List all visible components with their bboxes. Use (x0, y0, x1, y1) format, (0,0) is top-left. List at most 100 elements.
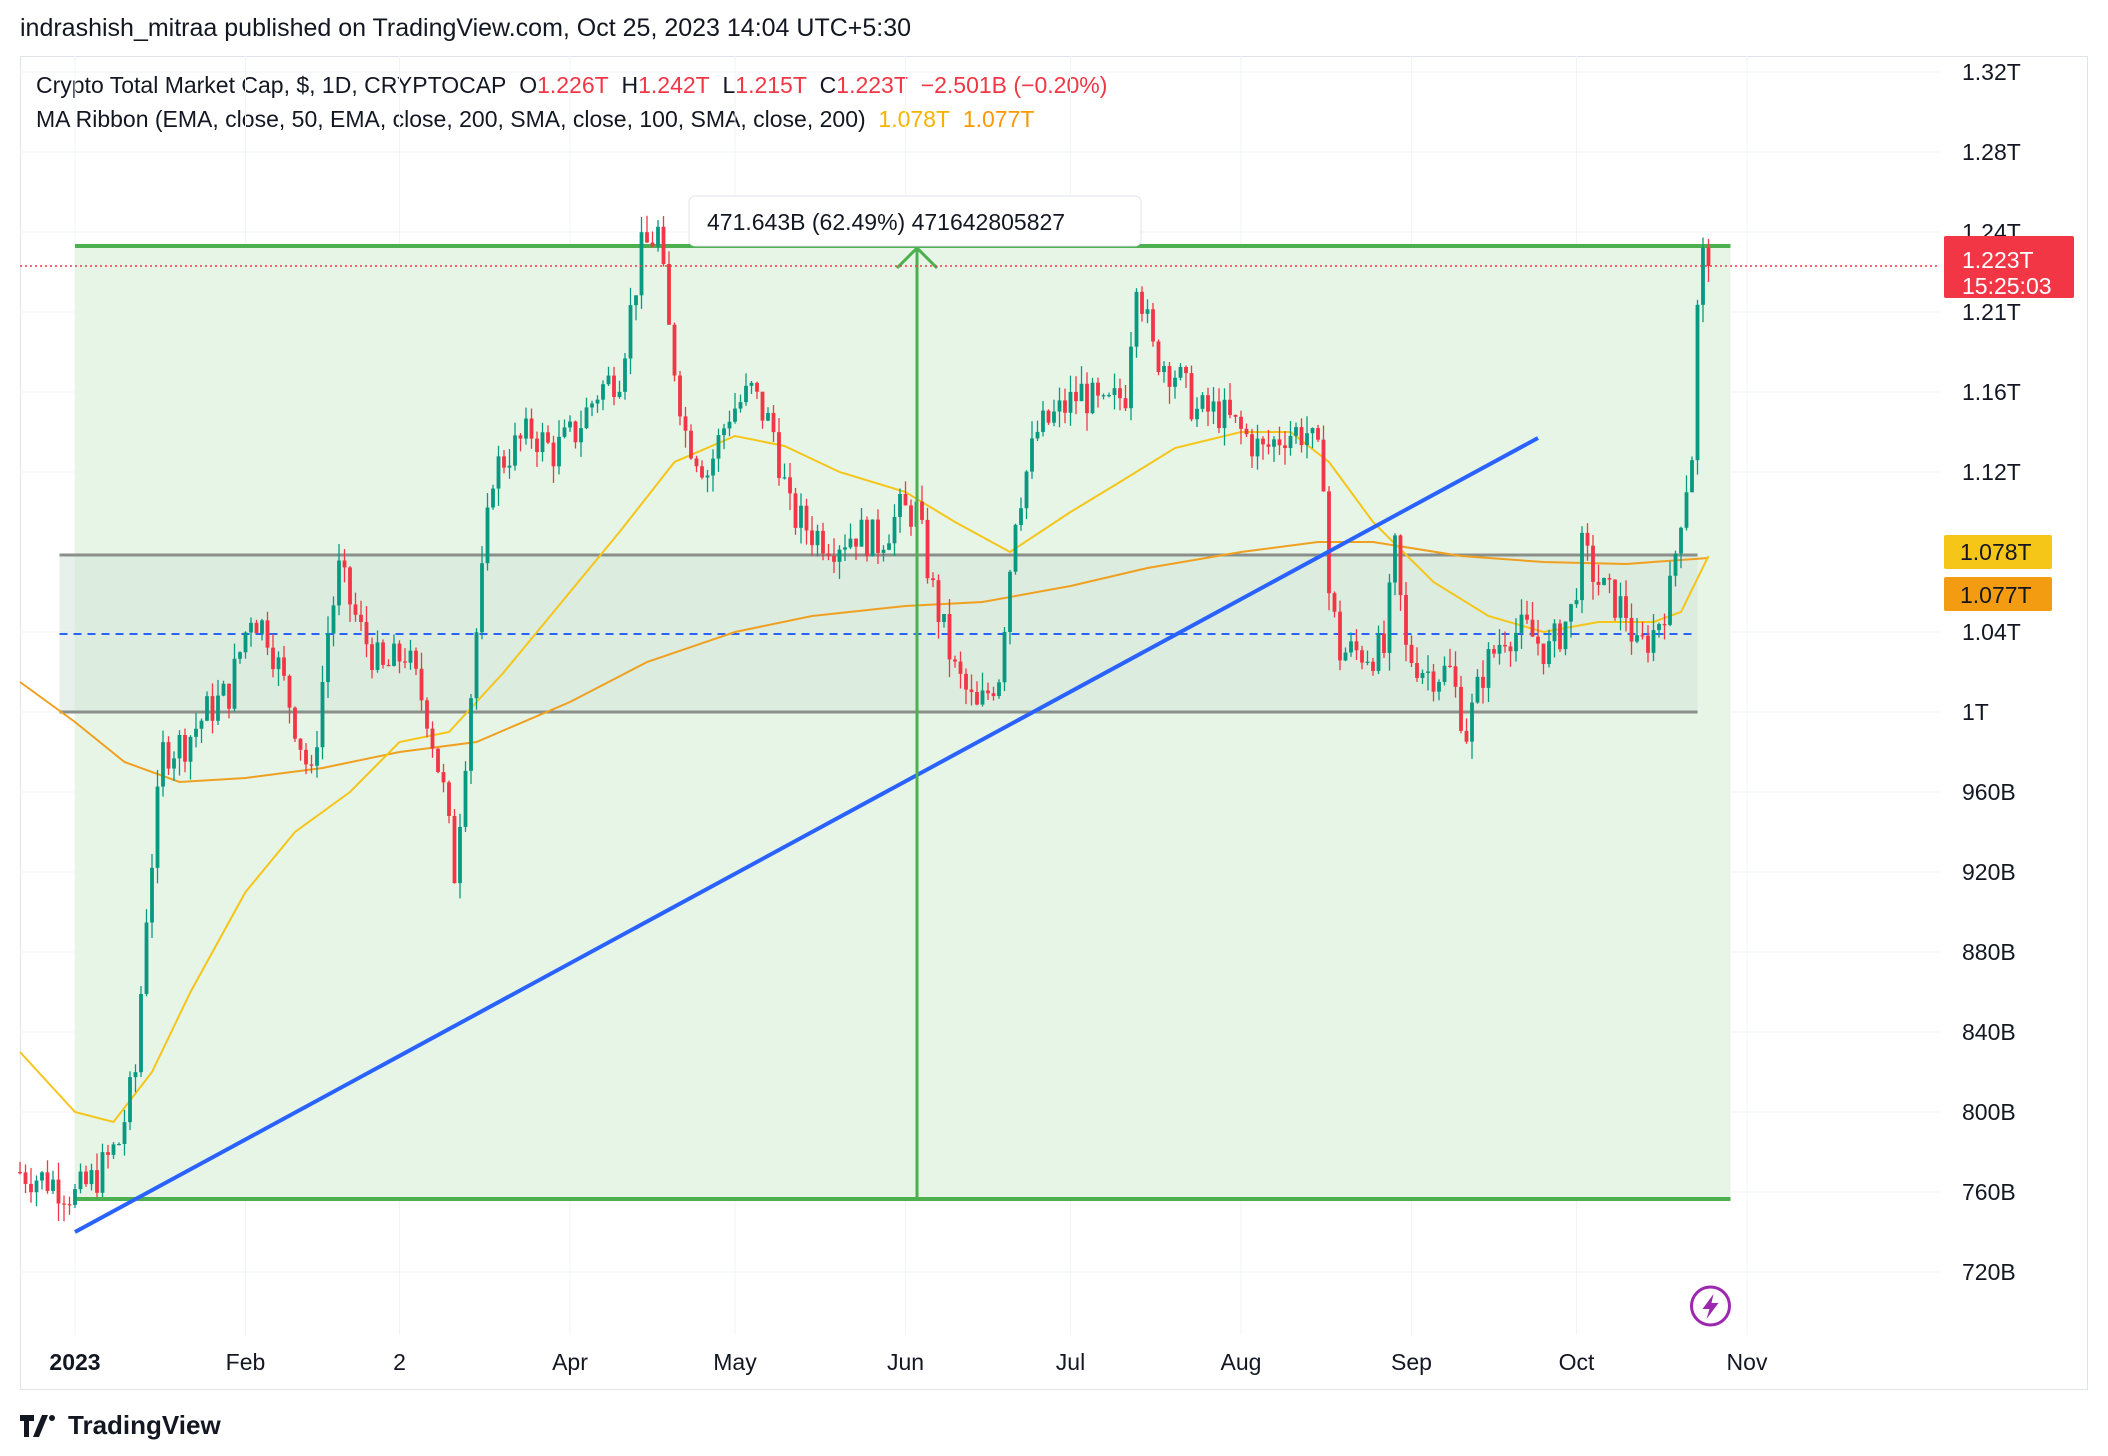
candle-down (909, 499, 913, 536)
price-axis-label: 1.21T (1962, 299, 2021, 325)
candle-up (375, 630, 380, 673)
candle-body (507, 465, 512, 468)
candle-down (903, 481, 908, 506)
price-axis-label: 920B (1962, 859, 2016, 885)
symbol-name[interactable]: Crypto Total Market Cap, $, 1D, CRYPTOCA… (36, 72, 507, 98)
indicator-legend[interactable]: MA Ribbon (EMA, close, 50, EMA, close, 2… (36, 106, 1034, 133)
candle-body (1321, 439, 1326, 492)
candle-body (298, 738, 303, 750)
candle-body (1228, 399, 1232, 415)
candle-body (1085, 383, 1089, 414)
candle-body (62, 1203, 66, 1205)
candle-body (1569, 604, 1573, 622)
candle-down (1492, 644, 1496, 658)
candle-down (518, 433, 523, 452)
candle-down (650, 231, 655, 248)
candle-body (271, 647, 275, 670)
candle-body (1591, 545, 1595, 582)
candle-body (73, 1189, 77, 1205)
candle-body (898, 494, 902, 517)
candle-body (315, 747, 319, 766)
price-axis[interactable]: 1.32T1.28T1.24T1.21T1.16T1.12T1.04T1T960… (1962, 59, 2021, 1285)
candle-body (381, 642, 385, 665)
time-axis[interactable]: 2023 Feb 2 Apr May Jun Jul Aug Sep Oct Nov (49, 1349, 1768, 1375)
candle-up (507, 449, 512, 479)
candle-down (777, 417, 781, 486)
candle-down (359, 600, 363, 632)
candle-up (980, 672, 985, 707)
footer-brand[interactable]: TradingView (20, 1410, 221, 1441)
candle-body (986, 690, 990, 694)
candle-up (1294, 422, 1298, 444)
candle-down (1629, 603, 1634, 655)
candle-up (568, 415, 572, 432)
candle-up (1437, 679, 1441, 701)
candle-body (45, 1172, 50, 1191)
measure-tooltip-text: 471.643B (62.49%) 471642805827 (707, 209, 1065, 235)
candle-body (700, 466, 704, 478)
candle-up (1030, 421, 1034, 479)
candle-body (172, 758, 176, 769)
candle-up (1288, 421, 1293, 456)
indicator-title[interactable]: MA Ribbon (EMA, close, 50, EMA, close, 2… (36, 106, 866, 132)
candle-body (1162, 366, 1166, 373)
candle-body (1580, 532, 1584, 601)
publisher-line: indrashish_mitraa published on TradingVi… (20, 14, 912, 42)
flash-icon[interactable] (1690, 1285, 1731, 1327)
candle-body (1525, 614, 1529, 620)
candle-body (1706, 247, 1711, 266)
range-box[interactable] (75, 244, 1731, 1201)
candle-body (540, 432, 545, 453)
candle-body (749, 382, 754, 386)
candle-up (331, 596, 336, 647)
measure-tool[interactable]: 471.643B (62.49%) 471642805827 (688, 195, 1142, 1199)
candle-up (100, 1143, 105, 1198)
candle-body (1310, 428, 1315, 434)
candle-body (480, 563, 484, 633)
candle-up (1305, 416, 1309, 459)
candle-body (397, 643, 402, 662)
candle-up (205, 691, 209, 722)
candle-body (562, 427, 567, 437)
candle-body (513, 435, 517, 466)
candle-up (172, 751, 176, 781)
candle-body (958, 661, 963, 674)
candle-down (403, 648, 407, 669)
candle-body (843, 547, 847, 550)
candle-up (606, 366, 611, 386)
candle-body (1393, 535, 1397, 583)
candle-body (1668, 575, 1672, 625)
candle-up (1178, 363, 1183, 381)
candle-body (18, 1172, 22, 1174)
candle-down (1338, 600, 1342, 671)
candle-body (496, 456, 501, 489)
candle-up (1701, 237, 1705, 323)
candle-body (403, 661, 407, 663)
symbol-legend[interactable]: Crypto Total Market Cap, $, 1D, CRYPTOCA… (36, 72, 1107, 99)
candle-body (304, 749, 308, 765)
candle-body (1459, 686, 1463, 731)
candle-down (227, 683, 231, 719)
candle-down (1431, 663, 1436, 702)
candle-up (1684, 475, 1689, 531)
candle-body (661, 226, 666, 265)
candle-up (463, 761, 468, 832)
candle-down (414, 647, 418, 675)
candle-down (447, 780, 451, 824)
candle-up (1008, 569, 1012, 645)
candle-up (238, 651, 242, 664)
candle-body (623, 358, 627, 392)
candle-up (1519, 599, 1524, 649)
trendline[interactable] (74, 436, 1539, 1234)
candle-down (1327, 486, 1331, 611)
candle-body (601, 384, 605, 400)
gray-zone[interactable] (59, 553, 1698, 714)
candle-body (364, 621, 369, 645)
range-box-fill[interactable] (75, 246, 1731, 1199)
candle-up (1035, 420, 1040, 442)
candle-up (1552, 619, 1557, 658)
candle-body (1646, 635, 1650, 653)
candle-down (1266, 429, 1271, 455)
candle-body (788, 477, 792, 494)
